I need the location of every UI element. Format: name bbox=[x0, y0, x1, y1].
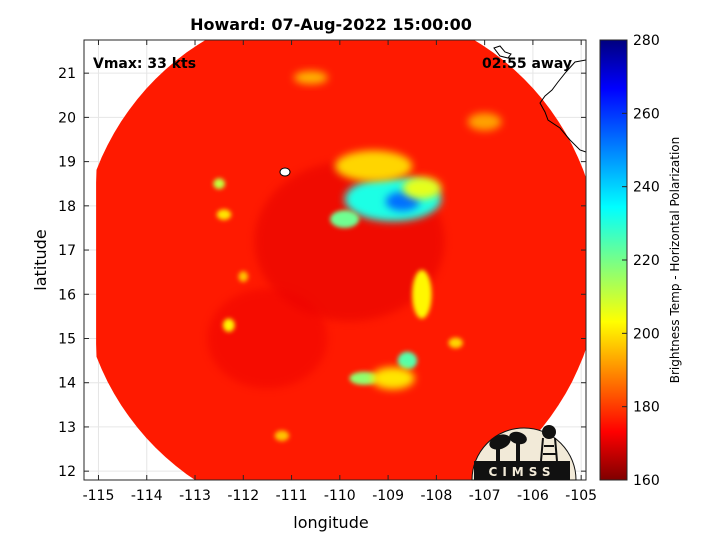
y-tick-label-2: 14 bbox=[58, 376, 76, 392]
x-tick-label-7: -108 bbox=[420, 488, 452, 504]
y-tick-label-0: 12 bbox=[58, 464, 76, 480]
island-socorro bbox=[279, 167, 291, 177]
convection-feature-6 bbox=[397, 351, 418, 370]
convection-feature-13 bbox=[293, 70, 328, 85]
convection-feature-7 bbox=[349, 371, 379, 385]
time-away-annotation: 02:55 away bbox=[482, 56, 572, 72]
convection-feature-11 bbox=[223, 318, 235, 332]
coastlines bbox=[279, 45, 586, 177]
x-tick-label-1: -114 bbox=[131, 488, 163, 504]
cimss-logo: CIMSS bbox=[471, 425, 577, 481]
logo-text: CIMSS bbox=[489, 465, 556, 479]
convection-feature-8 bbox=[371, 367, 415, 390]
y-tick-label-1: 13 bbox=[58, 420, 76, 436]
colorbar-tick-label-5: 260 bbox=[633, 106, 660, 122]
axes-frame bbox=[83, 39, 587, 481]
y-tick-label-6: 18 bbox=[58, 199, 76, 215]
y-tick-label-9: 21 bbox=[58, 66, 76, 82]
coastline-baja bbox=[539, 59, 586, 153]
island-outline bbox=[493, 45, 512, 59]
convection-feature-5 bbox=[412, 269, 432, 319]
convection-feature-4 bbox=[402, 177, 442, 200]
convection-features bbox=[213, 70, 502, 442]
y-axis-ticks: 12 13 14 15 16 17 18 19 20 21 bbox=[58, 66, 586, 480]
convection-feature-15 bbox=[274, 430, 290, 442]
swath-dark-sw bbox=[207, 288, 328, 389]
y-axis-label: latitude bbox=[31, 229, 50, 290]
y-tick-label-4: 16 bbox=[58, 287, 76, 303]
convection-feature-2 bbox=[330, 210, 360, 228]
y-tick-label-3: 15 bbox=[58, 331, 76, 347]
x-tick-label-4: -111 bbox=[276, 488, 308, 504]
x-axis-label: longitude bbox=[293, 513, 368, 532]
y-tick-label-5: 17 bbox=[58, 243, 76, 259]
convection-feature-12 bbox=[238, 271, 249, 282]
x-tick-label-6: -109 bbox=[372, 488, 404, 504]
y-tick-label-7: 19 bbox=[58, 155, 76, 171]
logo-tower-legs bbox=[540, 437, 558, 462]
colorbar-tick-label-2: 200 bbox=[633, 326, 660, 342]
y-tick-label-8: 20 bbox=[58, 110, 76, 126]
convection-feature-16 bbox=[448, 337, 463, 349]
x-tick-label-10: -105 bbox=[565, 488, 597, 504]
convection-feature-14 bbox=[467, 113, 502, 131]
chart-title: Howard: 07-Aug-2022 15:00:00 bbox=[190, 15, 472, 34]
colorbar-ticks: 160 180 200 220 240 260 280 bbox=[622, 33, 660, 489]
x-tick-label-3: -112 bbox=[227, 488, 259, 504]
convection-feature-9 bbox=[213, 178, 225, 190]
logo-dish-stand-right bbox=[516, 443, 520, 461]
logo-dish-left bbox=[489, 434, 511, 450]
x-tick-label-5: -110 bbox=[324, 488, 356, 504]
logo-dish-right bbox=[509, 431, 527, 445]
convection-feature-10 bbox=[216, 209, 232, 220]
x-tick-label-8: -107 bbox=[469, 488, 501, 504]
convection-feature-3 bbox=[335, 150, 413, 182]
x-axis-ticks: -115 -114 -113 -112 -111 -110 -109 -108 -107 -106… bbox=[83, 40, 597, 504]
colorbar-tick-label-0: 160 bbox=[633, 473, 660, 489]
colorbar-tick-label-4: 240 bbox=[633, 180, 660, 196]
x-tick-label-9: -106 bbox=[517, 488, 549, 504]
logo-dish-stand-left bbox=[496, 446, 500, 461]
colorbar-tick-label-6: 280 bbox=[633, 33, 660, 49]
colorbar-tick-label-3: 220 bbox=[633, 253, 660, 269]
logo-tower-tank bbox=[542, 425, 556, 439]
logo-banner bbox=[474, 461, 570, 480]
vmax-annotation: Vmax: 33 kts bbox=[93, 56, 196, 72]
x-tick-label-2: -113 bbox=[179, 488, 211, 504]
colorbar-label: Brightness Temp - Horizontal Polarizatio… bbox=[668, 137, 682, 384]
x-tick-label-0: -115 bbox=[83, 488, 115, 504]
colorbar-tick-label-1: 180 bbox=[633, 400, 660, 416]
